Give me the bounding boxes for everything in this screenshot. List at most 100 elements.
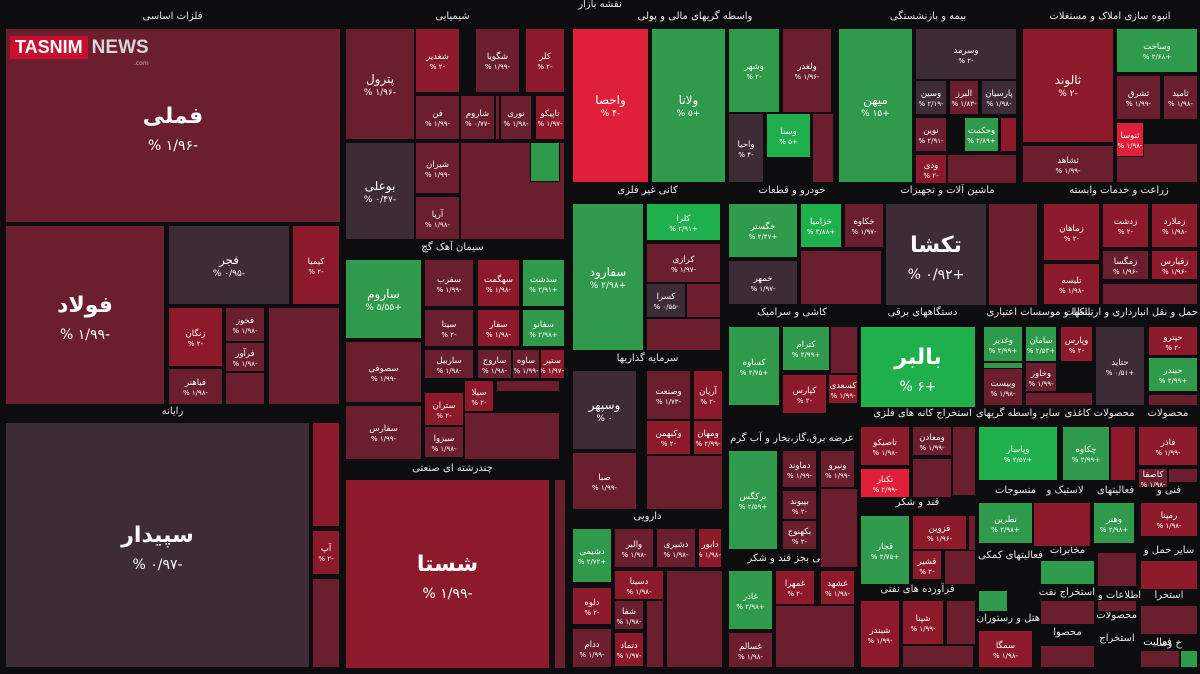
stock-tile[interactable]: فرآور -۱/۹۸ % xyxy=(225,342,265,372)
stock-tile[interactable]: البرز -۱/۸۳ % xyxy=(949,80,979,115)
stock-tile[interactable]: چکاوه +۲/۹۹ % xyxy=(1062,426,1110,481)
stock-tile[interactable]: وحکمت +۲/۸۹ % xyxy=(964,117,999,152)
treemap-cell[interactable] xyxy=(1097,600,1137,612)
stock-tile[interactable]: وسنا +۵ % xyxy=(766,113,811,158)
stock-tile[interactable]: ولانا +۵ % xyxy=(651,28,726,183)
treemap-cell[interactable] xyxy=(1180,650,1198,668)
treemap-cell[interactable] xyxy=(312,422,340,527)
stock-tile[interactable]: زقیارس -۱/۹۶ % xyxy=(1151,250,1198,280)
treemap-cell[interactable] xyxy=(464,412,560,460)
stock-tile[interactable]: ثنوسا -۱/۹۸ % xyxy=(1116,122,1144,157)
stock-tile[interactable]: فخوز -۱/۹۸ % xyxy=(225,307,265,342)
stock-tile[interactable]: زمگسا -۱/۹۶ % xyxy=(1102,250,1149,280)
stock-tile[interactable]: ددام -۱/۹۹ % xyxy=(572,628,612,668)
stock-tile[interactable]: کسعدی -۱/۹۹ % xyxy=(828,374,858,404)
stock-tile[interactable]: تکنار -۲/۹۹ % xyxy=(860,468,910,498)
treemap-cell[interactable] xyxy=(225,372,265,405)
treemap-cell[interactable] xyxy=(978,590,1008,612)
stock-tile[interactable]: دشیمی +۲/۷۲ % xyxy=(572,528,612,583)
stock-tile[interactable]: دابور-۱/۹۸ % xyxy=(698,528,722,568)
treemap-cell[interactable] xyxy=(1140,605,1198,635)
stock-tile[interactable]: ستران -۲ % xyxy=(424,392,464,426)
stock-tile[interactable]: پارسیان -۱/۹۸ % xyxy=(981,80,1017,115)
stock-tile[interactable]: وپارس -۲ % xyxy=(1060,326,1093,362)
stock-tile[interactable]: ثالوند -۲ % xyxy=(1022,28,1114,143)
stock-tile[interactable]: کسرا -۰/۵۵ % xyxy=(646,283,686,318)
stock-tile[interactable]: قزوین -۱/۹۶ % xyxy=(912,515,967,550)
stock-tile[interactable]: ساروم +۵/۵۵ % xyxy=(345,259,422,339)
stock-tile[interactable]: زملارد -۱/۹۸ % xyxy=(1151,203,1198,248)
stock-tile[interactable]: کلر -۲ % xyxy=(525,28,565,93)
treemap-cell[interactable] xyxy=(496,380,560,392)
treemap-cell[interactable] xyxy=(988,203,1038,306)
treemap-cell[interactable] xyxy=(912,458,952,498)
stock-tile[interactable]: کیمیا -۲ % xyxy=(292,225,340,305)
stock-tile[interactable]: وپاسار +۲/۵۷ % xyxy=(978,426,1058,481)
stock-tile[interactable]: ومهان -۲/۹۹ % xyxy=(693,420,723,455)
stock-tile[interactable]: سفانو +۲/۹۸ % xyxy=(522,309,565,347)
stock-tile[interactable]: بوعلی -۰/۴۷ % xyxy=(345,142,415,240)
treemap-cell[interactable] xyxy=(946,600,976,645)
stock-tile[interactable]: شبندر -۱/۹۹ % xyxy=(860,600,900,668)
stock-tile[interactable]: سپیدار -۰/۹۷ % xyxy=(5,422,310,668)
stock-tile[interactable]: کلرا +۲/۹۱ % xyxy=(646,203,721,241)
stock-tile[interactable]: خمهر -۱/۹۷ % xyxy=(728,260,798,305)
stock-tile[interactable]: وشهر -۲ % xyxy=(728,28,780,113)
stock-tile[interactable]: قجار +۲/۷۵ % xyxy=(860,515,910,585)
stock-tile[interactable]: غمهرا -۲ % xyxy=(775,570,815,605)
treemap-cell[interactable] xyxy=(1140,560,1198,590)
treemap-cell[interactable] xyxy=(1097,552,1137,587)
stock-tile[interactable]: نوری -۱/۹۸ % xyxy=(500,95,532,140)
stock-tile[interactable]: حتاید +۰/۵۱ % xyxy=(1095,326,1145,406)
treemap-cell[interactable] xyxy=(686,283,721,318)
treemap-cell[interactable] xyxy=(812,113,834,183)
stock-tile[interactable]: نوین -۲/۹۱ % xyxy=(915,117,947,152)
stock-tile[interactable]: ساربیل -۱/۹۸ % xyxy=(424,349,474,379)
stock-tile[interactable]: فاذر -۱/۹۹ % xyxy=(1138,426,1198,466)
stock-tile[interactable]: وسین -۲/۱۹ % xyxy=(915,80,947,115)
stock-tile[interactable]: سدشت +۲/۹۱ % xyxy=(522,259,565,307)
stock-tile[interactable]: ودی -۲ % xyxy=(915,154,947,184)
stock-tile[interactable]: صبا -۱/۹۹ % xyxy=(572,452,637,510)
stock-tile[interactable]: کترام +۲/۹۹ % xyxy=(782,326,830,371)
stock-tile[interactable]: دلوه -۲ % xyxy=(572,587,612,625)
treemap-cell[interactable] xyxy=(646,600,664,668)
stock-tile[interactable]: غاذر +۲/۹۸ % xyxy=(728,570,773,630)
treemap-cell[interactable] xyxy=(800,250,882,305)
treemap-cell[interactable] xyxy=(268,307,340,405)
stock-tile[interactable]: خگستر +۲/۴۷ % xyxy=(728,203,798,258)
stock-tile[interactable]: واحصا -۴ % xyxy=(572,28,649,183)
stock-tile[interactable]: شگویا -۱/۹۹ % xyxy=(475,28,520,93)
stock-tile[interactable]: غسالم -۱/۹۸ % xyxy=(728,632,773,668)
treemap-cell[interactable] xyxy=(1000,117,1017,152)
treemap-cell[interactable] xyxy=(554,479,566,669)
stock-tile[interactable]: ولغدر -۱/۹۶ % xyxy=(782,28,832,113)
stock-tile[interactable]: شفا -۱/۹۸ % xyxy=(614,600,644,630)
treemap-cell[interactable] xyxy=(666,570,723,668)
stock-tile[interactable]: واحیا -۴ % xyxy=(728,113,764,183)
stock-tile[interactable]: ونیرو -۱/۹۹ % xyxy=(820,450,855,488)
stock-tile[interactable]: سفرب -۱/۹۹ % xyxy=(424,259,474,307)
stock-tile[interactable]: فن -۱/۹۹ % xyxy=(415,95,460,140)
stock-tile[interactable]: تلیسه -۱/۹۸ % xyxy=(1043,263,1100,305)
stock-tile[interactable]: شپنا -۱/۹۹ % xyxy=(902,600,944,645)
treemap-cell[interactable] xyxy=(820,488,858,568)
stock-tile[interactable]: حبندر +۲/۹۹ % xyxy=(1148,357,1198,392)
stock-tile[interactable]: وبیست -۱/۹۸ % xyxy=(983,368,1023,406)
stock-tile[interactable]: وکبهمن -۲ % xyxy=(646,420,691,455)
stock-tile[interactable]: سمگا -۱/۹۸ % xyxy=(978,630,1033,668)
treemap-cell[interactable] xyxy=(312,578,340,668)
stock-tile[interactable]: سفار -۱/۹۸ % xyxy=(477,309,520,347)
stock-tile[interactable]: ستیر-۱/۹۷ % xyxy=(540,349,565,379)
treemap-cell[interactable] xyxy=(830,326,858,374)
stock-tile[interactable]: شستا -۱/۹۹ % xyxy=(345,479,550,669)
treemap-cell[interactable] xyxy=(1102,283,1198,305)
stock-tile[interactable]: زدشت -۲ % xyxy=(1102,203,1149,248)
stock-tile[interactable]: سفارود +۲/۹۸ % xyxy=(572,203,644,351)
stock-tile[interactable]: بکهنوج -۲ % xyxy=(782,520,817,550)
stock-tile[interactable]: دتماد -۱/۹۷ % xyxy=(614,632,644,667)
stock-tile[interactable]: خزامیا +۳/۸۸ % xyxy=(800,203,842,248)
stock-tile[interactable]: سیلا -۲ % xyxy=(464,380,494,412)
treemap-cell[interactable] xyxy=(1040,645,1095,668)
stock-tile[interactable]: وصنعت -۱/۷۳ % xyxy=(646,370,691,420)
